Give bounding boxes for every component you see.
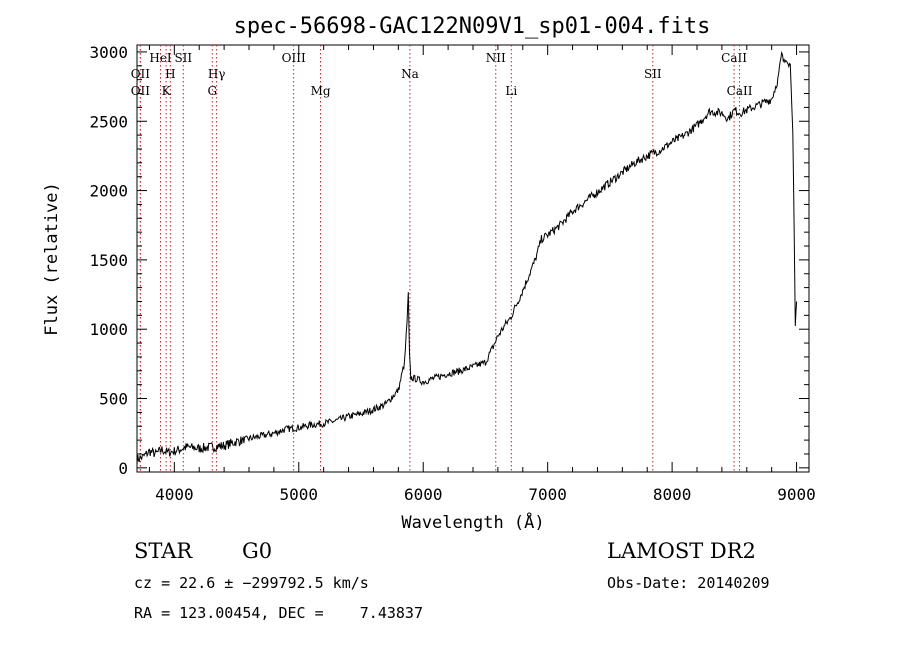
y-tick-label: 3000 [89, 43, 128, 62]
y-axis-label: Flux (relative) [42, 182, 62, 336]
line-marker-label: H [165, 67, 175, 81]
line-marker-label: G [207, 84, 217, 98]
x-tick-label: 9000 [777, 485, 816, 504]
y-tick-label: 500 [99, 390, 128, 409]
line-marker-label: SII [644, 67, 662, 81]
object-class: STAR [134, 539, 193, 563]
line-marker-label: NII [486, 51, 506, 65]
plot-frame [136, 44, 810, 473]
line-marker-label: OIII [282, 51, 306, 65]
line-marker-label: SII [174, 51, 192, 65]
y-tick-label: 2000 [89, 182, 128, 201]
redshift-readout: cz = 22.6 ± −299792.5 km/s [134, 574, 369, 592]
x-tick-label: 4000 [155, 485, 194, 504]
x-tick-label: 8000 [653, 485, 692, 504]
x-tick-label: 7000 [528, 485, 567, 504]
chart-title: spec-56698-GAC122N09V1_sp01-004.fits [234, 14, 711, 39]
line-marker-label: CaII [727, 84, 753, 98]
line-marker-label: Li [505, 84, 517, 98]
line-marker-label: Na [401, 67, 419, 81]
coordinates-readout: RA = 123.00454, DEC = 7.43837 [134, 604, 423, 622]
line-marker-label: Hγ [208, 67, 226, 81]
spectrum-line [136, 50, 798, 465]
object-subclass: G0 [242, 539, 273, 563]
axis-ticks [137, 45, 809, 472]
line-marker-label: CaII [721, 51, 747, 65]
x-axis-label: Wavelength (Å) [401, 511, 544, 533]
y-tick-label: 1500 [89, 251, 128, 270]
x-tick-label: 5000 [280, 485, 319, 504]
spectral-line-markers: OIIOIIHeIHKSIIHγGOIIIMgNaNIILiSIICaIICaI… [131, 45, 753, 472]
y-tick-label: 1000 [89, 320, 128, 339]
survey-name: LAMOST DR2 [607, 539, 756, 563]
y-tick-labels: 0 500 1000 1500 2000 2500 3000 [89, 43, 128, 478]
y-tick-label: 0 [118, 459, 128, 478]
x-tick-label: 6000 [404, 485, 443, 504]
line-marker-label: Mg [311, 84, 331, 98]
line-marker-label: OII [131, 84, 151, 98]
observation-date: Obs-Date: 20140209 [607, 574, 770, 592]
line-marker-label: HeI [149, 51, 172, 65]
x-tick-labels: 4000 5000 6000 7000 8000 9000 [155, 485, 816, 504]
line-marker-label: K [162, 84, 172, 98]
y-tick-label: 2500 [89, 112, 128, 131]
